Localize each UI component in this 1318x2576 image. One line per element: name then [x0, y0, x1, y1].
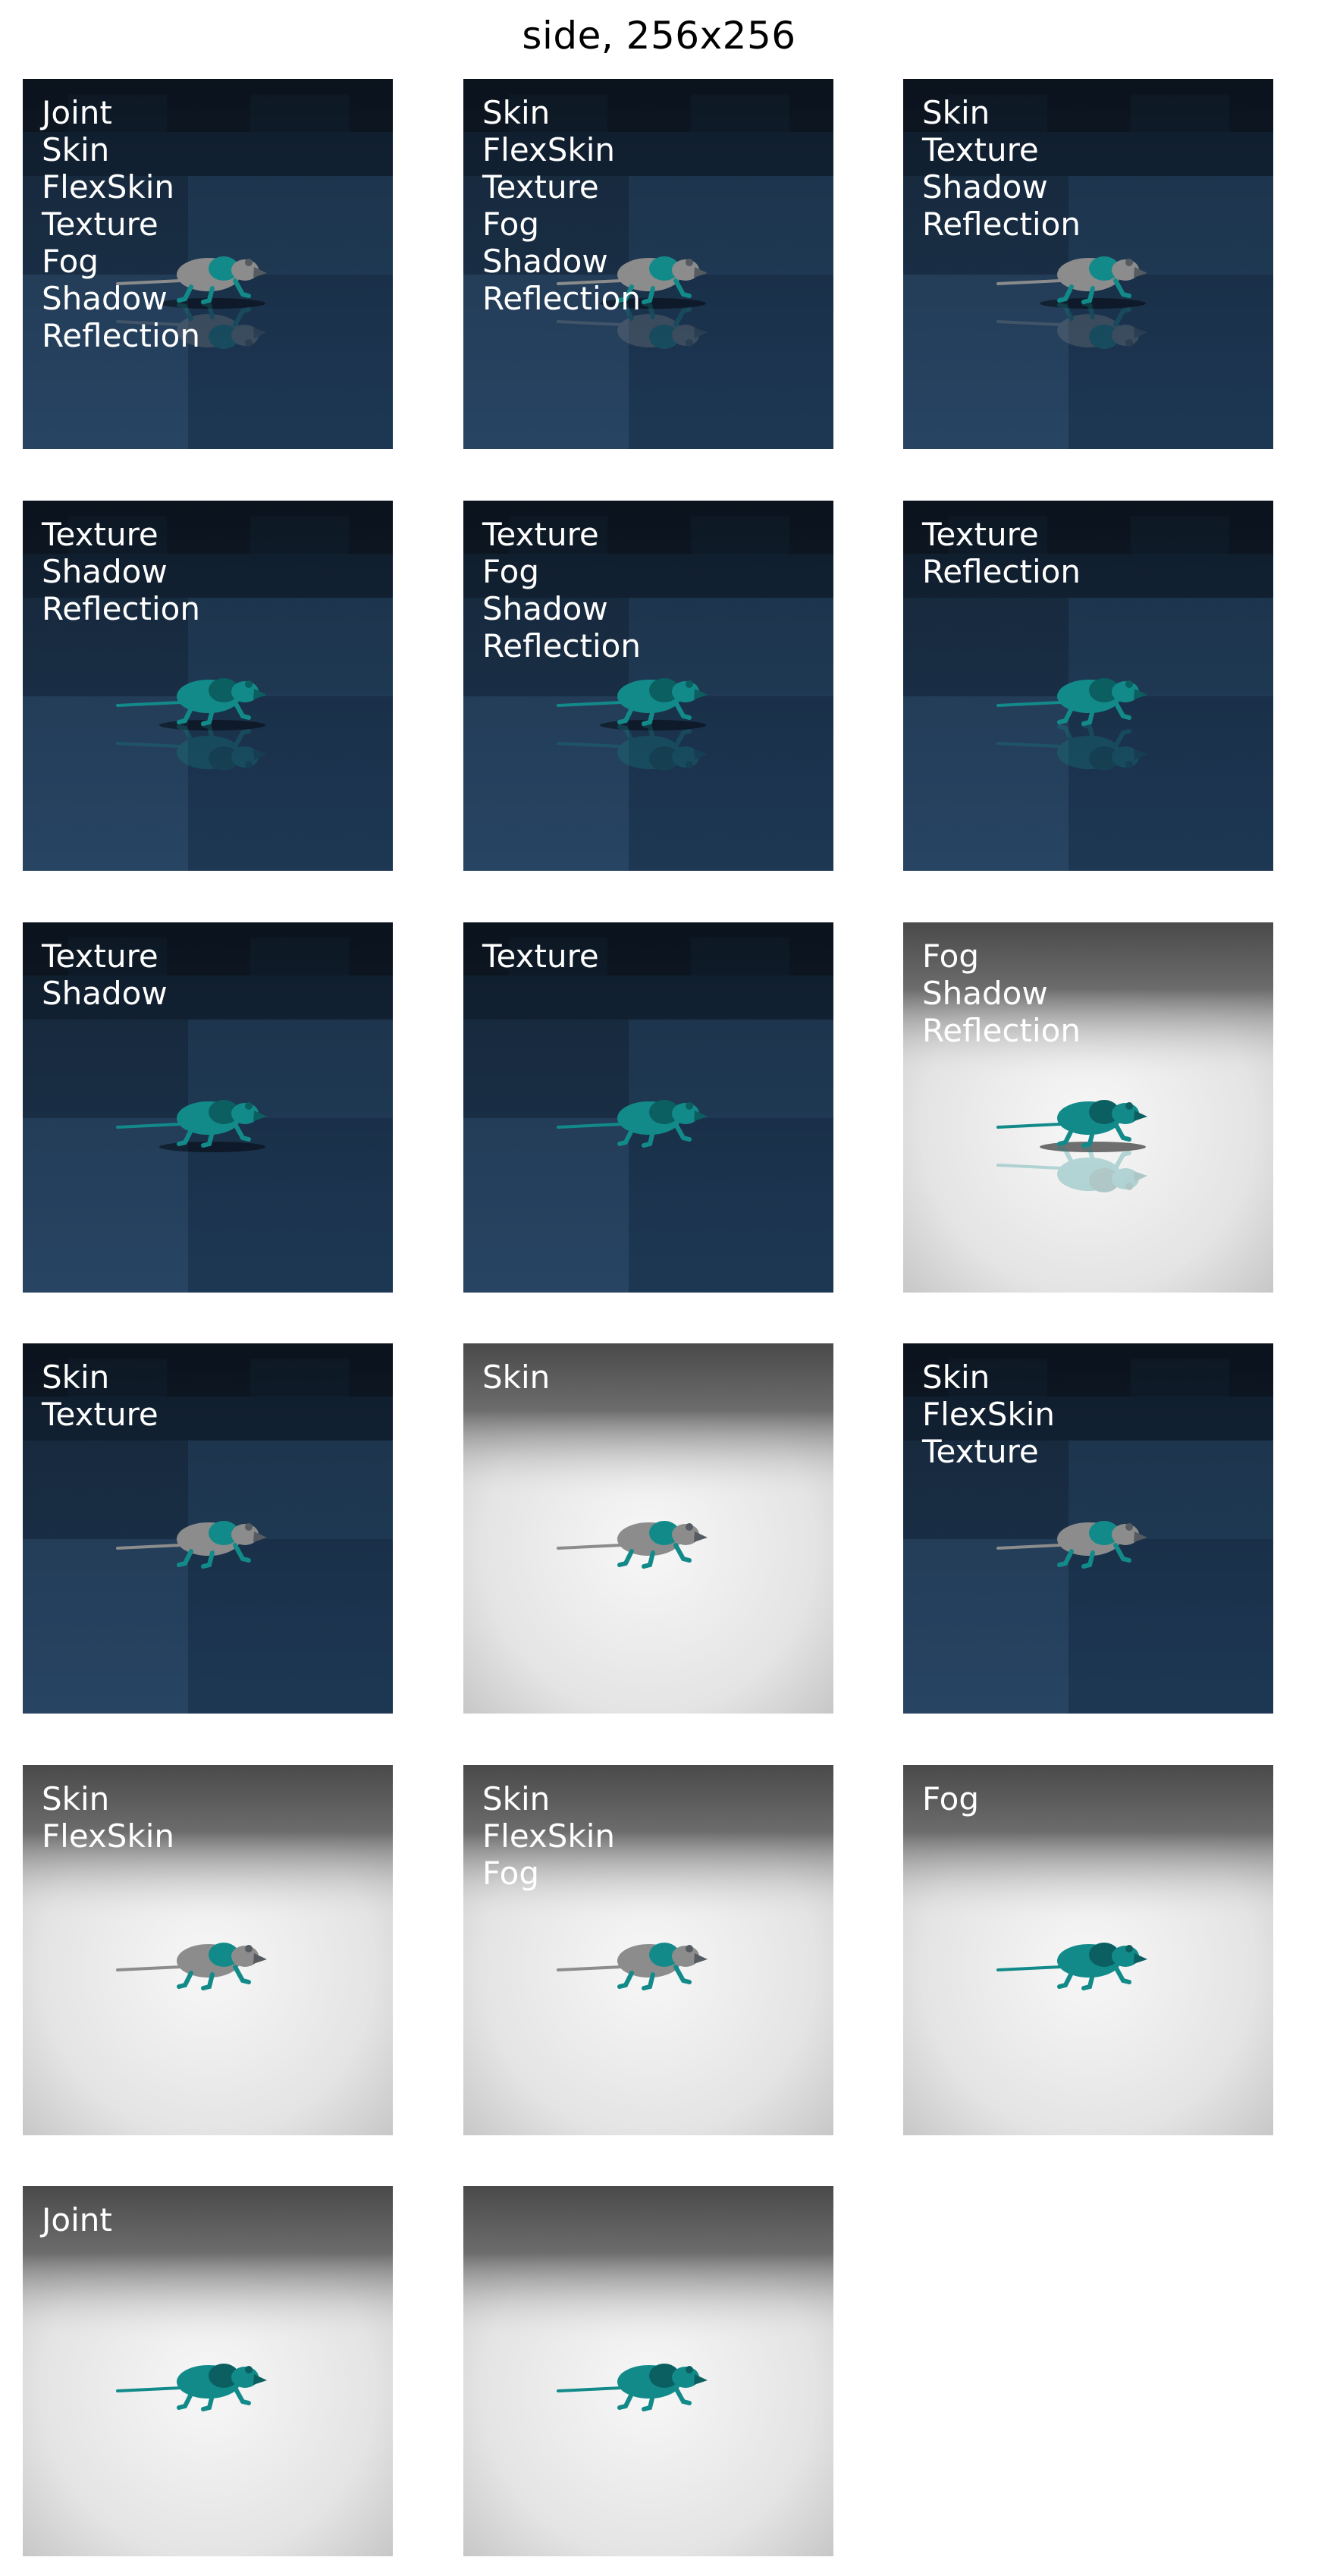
panel-label: Shadow	[922, 975, 1048, 1012]
render-panel: Skin FlexSkin	[23, 1765, 393, 2135]
panel-labels: Skin Texture Shadow Reflection	[922, 94, 1081, 243]
render-panel: Texture	[463, 922, 833, 1293]
render-panel: Skin Texture	[23, 1343, 393, 1714]
render-image	[903, 79, 1273, 449]
panel-label: Joint	[42, 94, 112, 131]
panel-label: Fog	[482, 206, 540, 243]
panel-label: Reflection	[42, 317, 200, 354]
render-panel: Texture Fog Shadow Reflection	[463, 501, 833, 871]
panel-label: Skin	[482, 1780, 551, 1817]
panel-labels: Skin	[482, 1359, 550, 1396]
render-image	[23, 1343, 393, 1714]
render-panel: Skin FlexSkin Texture Fog Shadow Reflection	[463, 79, 833, 449]
panel-labels: Skin FlexSkin Fog	[482, 1780, 615, 1892]
render-image	[463, 1765, 833, 2135]
panel-label: Skin	[42, 1359, 110, 1396]
panel-label: Skin	[42, 1780, 110, 1817]
render-panel: Fog	[903, 1765, 1273, 2135]
render-panel: Skin FlexSkin Fog	[463, 1765, 833, 2135]
panel-label: Texture	[922, 516, 1039, 553]
render-image	[23, 1765, 393, 2135]
panel-label: FlexSkin	[482, 1817, 616, 1855]
render-panel: Skin	[463, 1343, 833, 1714]
panel-label: Texture	[482, 168, 599, 206]
panel-label: Texture	[42, 938, 158, 975]
panel-label: Reflection	[922, 1012, 1081, 1049]
render-image	[463, 2186, 833, 2556]
panel-labels: Skin FlexSkin Texture Fog Shadow Reflection	[482, 94, 641, 317]
render-image	[463, 1343, 833, 1714]
panel-label: Skin	[922, 1359, 990, 1396]
panel-label: Shadow	[42, 553, 168, 590]
render-image	[903, 1765, 1273, 2135]
render-image	[463, 79, 833, 449]
panel-label: Reflection	[922, 553, 1081, 590]
panel-labels: Texture Shadow	[42, 938, 168, 1012]
panel-labels: Skin Texture	[42, 1359, 158, 1433]
panel-labels: Texture Reflection	[922, 516, 1081, 590]
panel-label: Texture	[42, 1396, 158, 1433]
render-panel: Skin Texture Shadow Reflection	[903, 79, 1273, 449]
panel-label: FlexSkin	[42, 168, 175, 206]
render-image	[463, 922, 833, 1293]
render-image	[23, 501, 393, 871]
panel-labels: Texture Fog Shadow Reflection	[482, 516, 641, 664]
panel-label: Skin	[482, 94, 551, 131]
panel-label: Shadow	[922, 168, 1048, 206]
panel-label: Fog	[42, 243, 99, 280]
panel-labels: Texture Shadow Reflection	[42, 516, 200, 627]
panel-labels: Skin FlexSkin	[42, 1780, 174, 1855]
panel-label: FlexSkin	[922, 1396, 1056, 1433]
panel-label: Texture	[922, 1433, 1039, 1470]
render-image	[463, 501, 833, 871]
panel-labels: Skin FlexSkin Texture	[922, 1359, 1055, 1470]
panel-labels: Joint	[42, 2201, 112, 2238]
render-panel: Joint Skin FlexSkin Texture Fog Shadow Reflect…	[23, 79, 393, 449]
panel-label: FlexSkin	[42, 1817, 175, 1855]
panel-label: Reflection	[922, 206, 1081, 243]
panel-label: Texture	[42, 206, 158, 243]
render-image	[23, 79, 393, 449]
render-image	[23, 2186, 393, 2556]
panel-label: FlexSkin	[482, 131, 616, 168]
render-image	[903, 501, 1273, 871]
panel-label: Fog	[482, 553, 540, 590]
render-panel: Texture Reflection	[903, 501, 1273, 871]
panel-label: Texture	[482, 516, 599, 553]
panel-label: Reflection	[482, 627, 641, 664]
panel-label: Reflection	[482, 280, 641, 317]
panel-labels: Fog	[922, 1780, 979, 1817]
panel-label: Fog	[482, 1855, 540, 1892]
render-panel: Texture Shadow Reflection	[23, 501, 393, 871]
render-panel: Skin FlexSkin Texture	[903, 1343, 1273, 1714]
panel-label: Shadow	[482, 243, 608, 280]
panel-labels: Texture	[482, 938, 599, 975]
panel-label: Shadow	[42, 280, 168, 317]
panel-label: Skin	[482, 1359, 551, 1396]
panel-label: Texture	[42, 516, 158, 553]
panel-labels: Fog Shadow Reflection	[922, 938, 1081, 1049]
render-image	[23, 922, 393, 1293]
panel-label: Fog	[922, 1780, 980, 1817]
render-panel: Texture Shadow	[23, 922, 393, 1293]
panel-label: Fog	[922, 938, 980, 975]
panel-label: Reflection	[42, 590, 200, 627]
panel-label: Texture	[922, 131, 1039, 168]
render-panel	[463, 2186, 833, 2556]
panel-label: Texture	[482, 938, 599, 975]
render-image	[903, 1343, 1273, 1714]
panel-labels: Joint Skin FlexSkin Texture Fog Shadow Reflect…	[42, 94, 200, 354]
render-panel: Fog Shadow Reflection	[903, 922, 1273, 1293]
panel-label: Skin	[922, 94, 990, 131]
render-panel: Joint	[23, 2186, 393, 2556]
panel-label: Shadow	[42, 975, 168, 1012]
render-image	[903, 922, 1273, 1293]
panel-label: Joint	[42, 2201, 112, 2238]
panel-label: Skin	[42, 131, 110, 168]
panel-label: Shadow	[482, 590, 608, 627]
figure-title: side, 256x256	[522, 14, 796, 58]
